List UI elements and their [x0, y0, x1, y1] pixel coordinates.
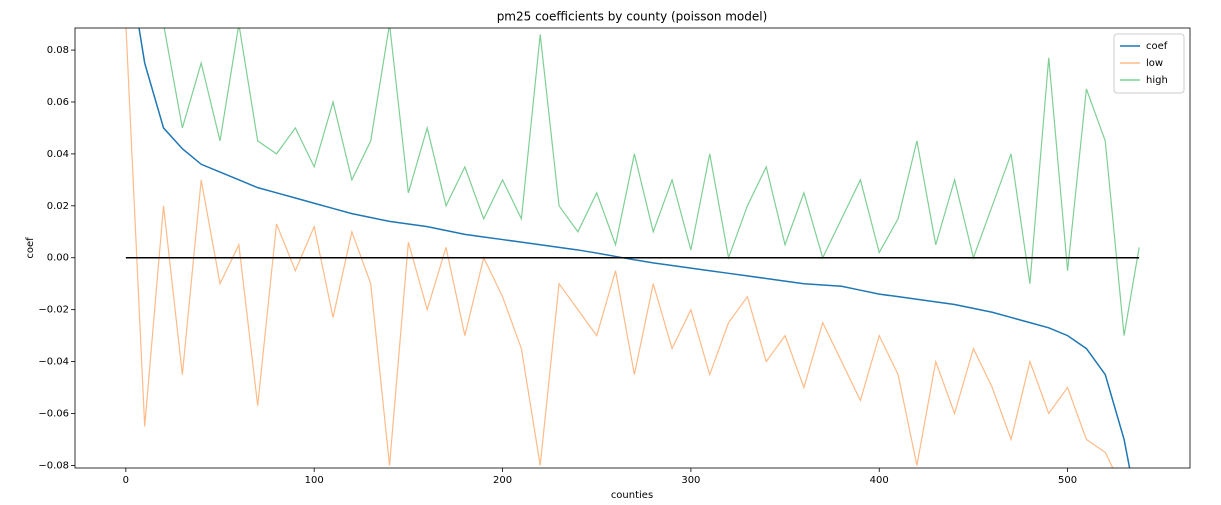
plot-area	[125, 28, 1140, 468]
y-tick-label: 0.02	[47, 201, 69, 212]
x-axis-label: counties	[611, 490, 653, 501]
series-line	[138, 28, 1131, 468]
y-tick-label: 0.04	[47, 149, 69, 160]
y-tick-label: −0.02	[38, 305, 69, 316]
y-tick-label: −0.06	[38, 408, 69, 419]
y-tick-label: −0.04	[38, 357, 69, 368]
y-tick-label: 0.00	[47, 253, 69, 264]
y-axis-label: coef	[25, 237, 36, 259]
legend-label: coef	[1146, 41, 1168, 52]
legend-box	[1113, 33, 1185, 94]
legend-label: high	[1146, 75, 1168, 86]
series-line	[125, 28, 1114, 468]
legend-label: low	[1146, 58, 1163, 69]
x-tick-label: 0	[123, 475, 129, 486]
series-line	[163, 28, 1140, 336]
y-tick-label: 0.06	[47, 97, 69, 108]
x-tick-label: 200	[493, 475, 512, 486]
x-tick-label: 500	[1058, 475, 1077, 486]
chart-title: pm25 coefficients by county (poisson mod…	[497, 10, 768, 24]
plot-frame	[74, 27, 1191, 469]
x-tick-label: 100	[305, 475, 324, 486]
x-tick-label: 400	[870, 475, 889, 486]
x-tick-label: 300	[681, 475, 700, 486]
y-tick-label: −0.08	[38, 460, 69, 471]
y-tick-label: 0.08	[47, 45, 69, 56]
